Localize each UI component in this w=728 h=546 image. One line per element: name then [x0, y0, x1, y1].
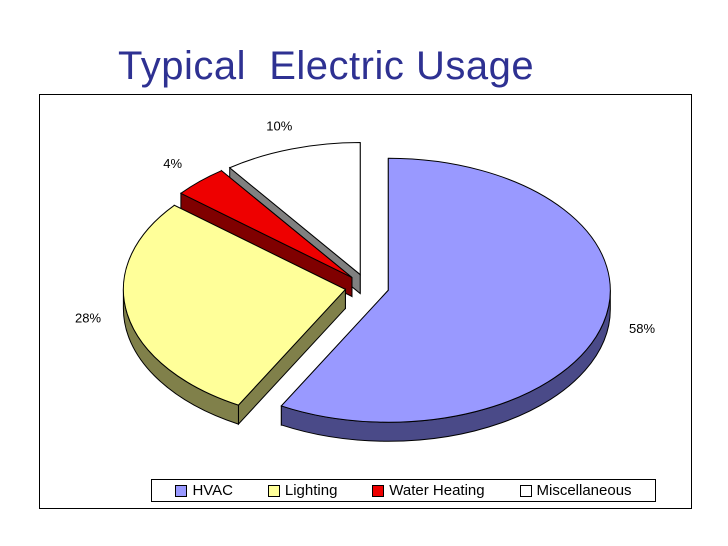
pie-slice-hvac: [280, 157, 611, 423]
legend-label-lighting: Lighting: [284, 482, 338, 499]
legend-item-miscellaneous: Miscellaneous: [519, 482, 632, 499]
data-label-lighting: 28%: [75, 311, 101, 326]
legend-item-lighting: Lighting: [267, 482, 338, 499]
slide-title: Typical Electric Usage: [118, 44, 535, 88]
chart-legend: HVAC Lighting Water Heating Miscellaneou…: [151, 479, 656, 502]
pie-slice-water-heating: [179, 170, 353, 278]
chart-frame: 58% 28% 4% 10% HVAC Lighting Water Heating …: [39, 94, 692, 509]
legend-swatch-hvac: [175, 484, 188, 497]
legend-swatch-lighting: [267, 484, 280, 497]
legend-item-hvac: HVAC: [175, 482, 233, 499]
pie-slice-miscellaneous: [228, 142, 361, 276]
legend-swatch-miscellaneous: [519, 484, 532, 497]
data-label-water-heating: 4%: [163, 156, 182, 171]
legend-label-water-heating: Water Heating: [389, 482, 485, 499]
legend-label-miscellaneous: Miscellaneous: [536, 482, 632, 499]
data-label-miscellaneous: 10%: [266, 118, 292, 133]
legend-label-hvac: HVAC: [192, 482, 233, 499]
data-label-hvac: 58%: [629, 321, 655, 336]
legend-swatch-water-heating: [372, 484, 385, 497]
pie-slice-lighting: [122, 204, 347, 406]
legend-item-water-heating: Water Heating: [372, 482, 485, 499]
pie-chart: 58% 28% 4% 10%: [75, 118, 655, 442]
